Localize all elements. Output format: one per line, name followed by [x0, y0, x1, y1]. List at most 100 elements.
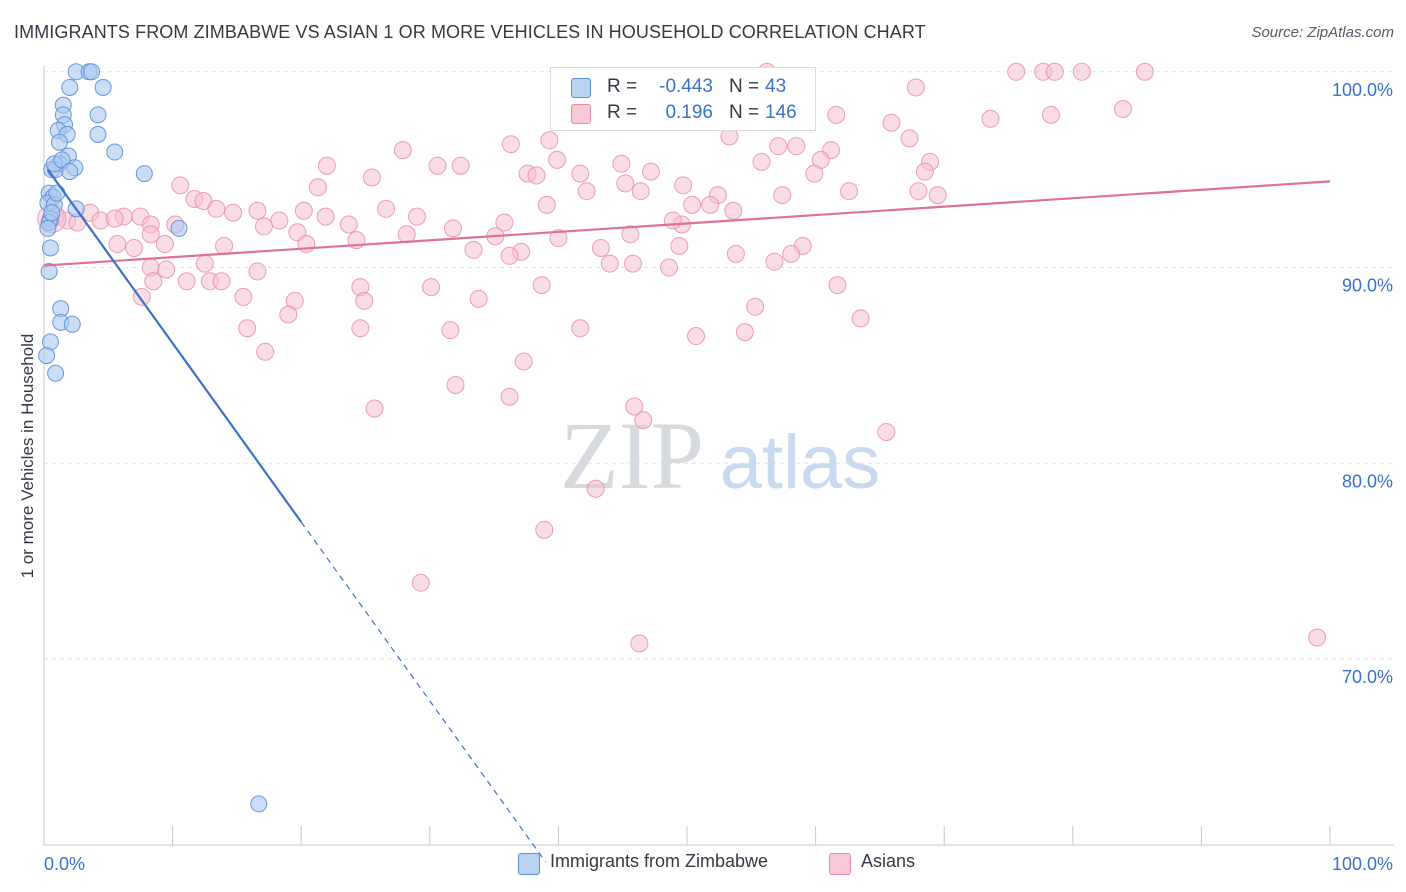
point-asians	[571, 319, 590, 338]
tick-labels: 70.0% 80.0% 90.0% 100.0% 0.0% 100.0%	[44, 80, 1393, 874]
bottom-legend-label: Immigrants from Zimbabwe	[550, 851, 769, 871]
point-asians	[407, 207, 426, 226]
point-zimbabwe	[40, 262, 58, 280]
point-asians	[537, 195, 556, 214]
point-zimbabwe	[106, 143, 124, 161]
point-asians	[765, 252, 784, 271]
point-asians	[701, 195, 720, 214]
point-asians	[317, 156, 336, 175]
correlation-legend: R = -0.443 N = 43 R = 0.196 N = 146	[550, 67, 816, 131]
point-zimbabwe	[39, 219, 57, 237]
point-asians	[735, 323, 754, 342]
point-zimbabwe	[43, 204, 61, 222]
point-asians	[351, 319, 370, 338]
point-asians	[726, 244, 745, 263]
y-tick-label: 90.0%	[1342, 276, 1393, 296]
point-asians	[248, 262, 267, 281]
point-asians	[683, 195, 702, 214]
legend-r-value: -0.443	[659, 76, 713, 97]
point-asians	[105, 209, 124, 228]
point-asians	[752, 152, 771, 171]
point-zimbabwe	[61, 78, 79, 96]
point-asians	[641, 162, 660, 181]
axes	[43, 66, 1394, 846]
point-asians	[586, 479, 605, 498]
bottom-legend-swatch-blue	[518, 853, 540, 875]
point-asians	[928, 186, 947, 205]
point-asians	[446, 375, 465, 394]
point-asians	[254, 217, 273, 236]
point-asians	[464, 240, 483, 259]
point-asians	[571, 164, 590, 183]
legend-swatch-blue	[571, 78, 591, 98]
trend-line-zimbabwe-extension	[300, 521, 547, 863]
point-asians	[469, 289, 488, 308]
point-zimbabwe	[135, 165, 153, 183]
point-asians	[393, 141, 412, 160]
watermark-atlas: atlas	[720, 420, 881, 505]
point-asians	[501, 135, 520, 154]
watermark-zip: ZIP	[560, 402, 704, 509]
point-asians	[207, 199, 226, 218]
legend-n-value: 43	[765, 76, 787, 97]
point-asians	[500, 246, 519, 265]
point-asians	[294, 201, 313, 220]
point-asians	[827, 105, 846, 124]
point-asians	[365, 399, 384, 418]
point-asians	[377, 199, 396, 218]
point-asians	[224, 203, 243, 222]
point-asians	[155, 235, 174, 254]
point-zimbabwe	[83, 63, 101, 81]
point-asians	[906, 78, 925, 97]
point-asians	[141, 225, 160, 244]
series-zimbabwe	[38, 63, 268, 813]
point-asians	[355, 291, 374, 310]
legend-row-zimbabwe: R = -0.443 N = 43	[551, 76, 815, 100]
legend-r-label: R =	[607, 76, 638, 97]
point-asians	[171, 176, 190, 195]
point-zimbabwe	[53, 151, 71, 169]
point-zimbabwe	[47, 364, 65, 382]
point-asians	[828, 276, 847, 295]
point-asians	[663, 211, 682, 230]
point-asians	[215, 237, 234, 256]
point-asians	[631, 182, 650, 201]
point-asians	[316, 207, 335, 226]
point-asians	[362, 168, 381, 187]
point-asians	[527, 166, 546, 185]
point-asians	[851, 309, 870, 328]
bottom-legend-swatch-pink	[829, 853, 851, 875]
point-zimbabwe	[250, 795, 268, 813]
point-asians	[1113, 99, 1132, 118]
point-asians	[877, 422, 896, 441]
point-asians	[882, 113, 901, 132]
point-asians	[746, 297, 765, 316]
point-zimbabwe	[63, 315, 81, 333]
gridlines	[44, 71, 1394, 660]
point-asians	[195, 254, 214, 273]
y-tick-label: 70.0%	[1342, 667, 1393, 687]
point-asians	[157, 260, 176, 279]
point-asians	[616, 174, 635, 193]
point-asians	[234, 287, 253, 306]
point-asians	[177, 272, 196, 291]
point-asians	[577, 182, 596, 201]
point-asians	[634, 411, 653, 430]
legend-n-label: N =	[729, 76, 760, 97]
point-asians	[422, 278, 441, 297]
series-asians	[37, 62, 1327, 653]
point-asians	[915, 162, 934, 181]
point-asians	[212, 272, 231, 291]
legend-n-value: 146	[765, 102, 797, 123]
point-zimbabwe	[50, 133, 68, 151]
point-asians	[591, 238, 610, 257]
trend-lines	[43, 169, 1331, 863]
point-asians	[248, 201, 267, 220]
point-asians	[308, 178, 327, 197]
point-asians	[270, 211, 289, 230]
point-asians	[451, 156, 470, 175]
point-asians	[144, 272, 163, 291]
point-asians	[1045, 62, 1064, 81]
point-zimbabwe	[38, 347, 56, 365]
point-asians	[443, 219, 462, 238]
